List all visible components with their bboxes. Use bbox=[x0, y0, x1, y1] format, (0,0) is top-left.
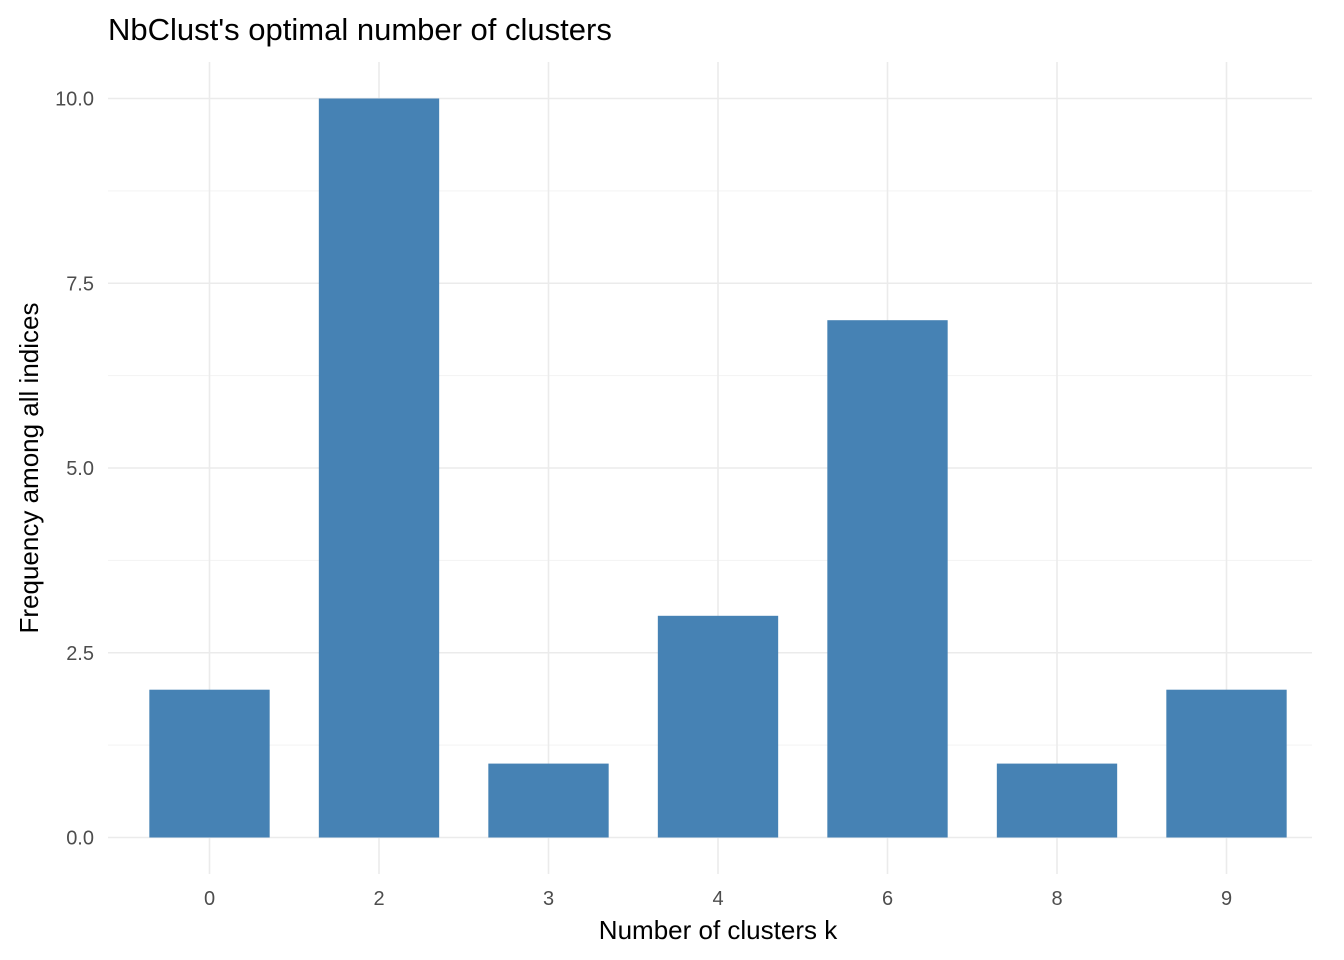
x-tick-label: 9 bbox=[1221, 888, 1232, 910]
bar-k-2 bbox=[318, 98, 440, 838]
y-tick-label: 5.0 bbox=[66, 458, 94, 480]
x-tick-label: 4 bbox=[712, 888, 723, 910]
x-tick-label: 6 bbox=[882, 888, 893, 910]
bar-k-0 bbox=[149, 689, 270, 838]
chart-title: NbClust's optimal number of clusters bbox=[108, 12, 612, 47]
bar-k-4 bbox=[657, 615, 779, 838]
bar-k-8 bbox=[996, 763, 1118, 838]
y-tick-label: 10.0 bbox=[55, 89, 94, 111]
bar-k-3 bbox=[488, 763, 609, 838]
x-tick-label: 8 bbox=[1051, 888, 1062, 910]
x-tick-label: 3 bbox=[543, 888, 554, 910]
y-tick-label: 0.0 bbox=[66, 828, 94, 850]
bar-k-6 bbox=[827, 320, 948, 838]
x-axis-title: Number of clusters k bbox=[599, 915, 838, 945]
y-axis-ticks: 0.0 2.5 5.0 7.5 10.0 bbox=[55, 89, 94, 850]
x-tick-label: 0 bbox=[204, 888, 215, 910]
bars bbox=[149, 98, 1287, 838]
y-tick-label: 7.5 bbox=[66, 273, 94, 295]
y-axis-title: Frequency among all indices bbox=[14, 303, 44, 634]
bar-k-9 bbox=[1166, 689, 1287, 838]
y-tick-label: 2.5 bbox=[66, 643, 94, 665]
x-axis-ticks: 0 2 3 4 6 8 9 bbox=[204, 888, 1232, 910]
x-tick-label: 2 bbox=[373, 888, 384, 910]
